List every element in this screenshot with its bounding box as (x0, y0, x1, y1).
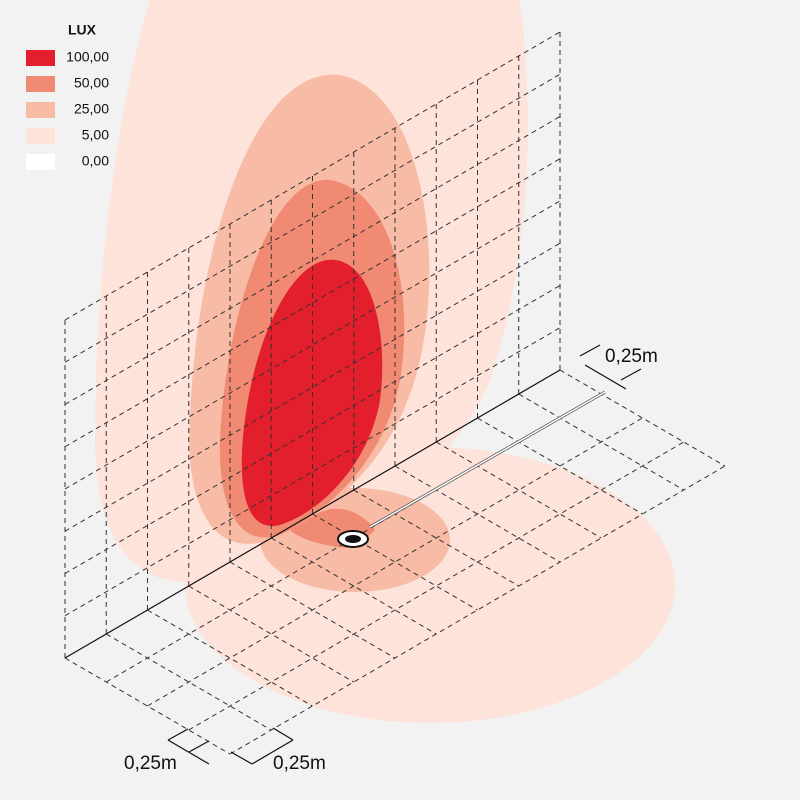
floor-grid-line (188, 441, 685, 731)
legend-label: 5,00 (82, 127, 109, 143)
legend-swatch (26, 154, 55, 170)
floor-grid-line (64, 657, 231, 755)
fixture-cable-core (369, 391, 606, 528)
wall-grid-line (64, 116, 561, 405)
legend: 100,00 50,00 25,00 5,00 0,00 (26, 49, 109, 170)
legend-title: LUX (68, 22, 97, 38)
dimension-label: 0,25m (273, 753, 326, 774)
floor-grid-line (559, 369, 726, 467)
legend-swatch (26, 128, 55, 144)
dimension-markers (167, 344, 642, 765)
wall-grid-line (64, 73, 561, 363)
wall-base-line (64, 369, 561, 659)
floor-grid-line (105, 633, 272, 731)
floor-grid-line (270, 537, 437, 635)
legend-label: 50,00 (74, 75, 109, 91)
legend-swatch (26, 50, 55, 66)
dimension-label: 0,25m (605, 346, 658, 367)
legend-label: 0,00 (82, 153, 109, 169)
wall-grid-line (64, 158, 561, 448)
floor-grid-line (435, 441, 602, 539)
wall-grid-line (64, 285, 561, 574)
legend-label: 100,00 (66, 49, 109, 65)
dimension-label: 0,25m (124, 753, 177, 774)
floor-grid-line (229, 465, 726, 755)
floor-grid-line (353, 489, 520, 587)
floor-grid-line (518, 393, 685, 491)
legend-swatch (26, 76, 55, 92)
fixture-lens (345, 535, 361, 543)
floor-grid-line (477, 417, 643, 515)
legend-label: 25,00 (74, 101, 109, 117)
wall-grid-line (64, 242, 561, 532)
wall-grid-line (64, 200, 561, 490)
floor-grid-line (147, 417, 643, 707)
floor-grid-line (312, 513, 478, 611)
floor-grid-line (147, 609, 313, 707)
floor-grid-line (394, 465, 561, 563)
legend-swatch (26, 102, 55, 118)
wall-grid-line (64, 327, 561, 617)
floor-grid-line (188, 585, 355, 683)
floor-grid-line (229, 561, 396, 659)
wall-grid-line (64, 31, 561, 321)
